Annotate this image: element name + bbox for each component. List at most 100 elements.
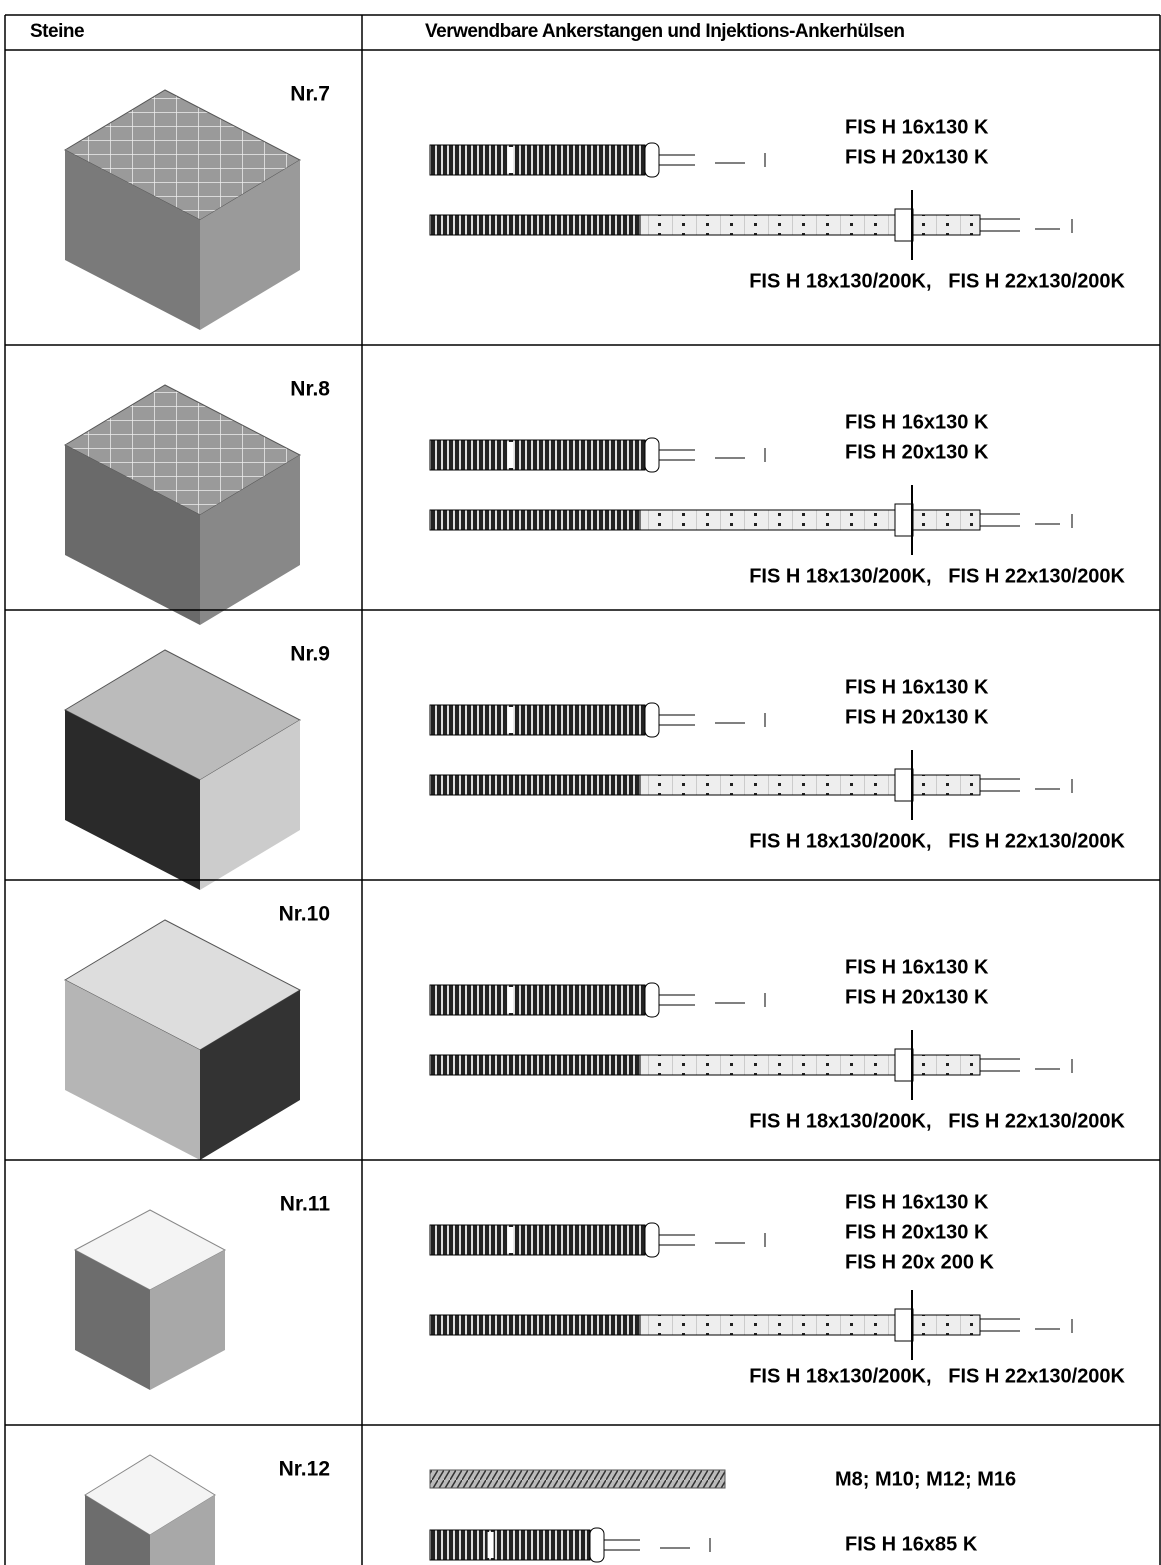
short-sleeve [429,142,766,178]
sleeve-collar [589,1527,605,1563]
sleeve-tail [659,713,766,727]
sleeve-tail [980,778,1073,793]
anchor-label: FIS H 20x130 K [845,441,989,463]
sleeve-collar [894,208,914,242]
anchor-label: FIS H 20x130 K [845,146,989,168]
sleeve-gap [507,147,514,173]
sleeve-collar [644,142,660,178]
sleeve-body [429,144,646,176]
sleeve-tail [659,1233,766,1247]
anchor-label: FIS H 20x130 K [845,1221,989,1243]
rod-label: M8; M10; M12; M16 [835,1468,1016,1490]
stone-drawing [73,1209,227,1390]
short-sleeve [429,1222,766,1258]
anchor-label: FIS H 16x130 K [845,956,989,978]
sleeve-dark [429,509,641,531]
sleeve-tail [980,218,1073,233]
brick-left [65,710,200,890]
sleeve-body [429,1224,646,1256]
sleeve-collar [644,1222,660,1258]
brick-left [65,150,200,330]
sleeve-collar [644,702,660,738]
sleeve-dark [429,1314,641,1336]
table-frame [4,14,1161,1565]
cube-left [75,1250,150,1390]
long-sleeve [429,1030,1073,1100]
sleeve-gap [507,707,514,733]
header-cell: Steine [30,21,84,42]
long-sleeve [429,1290,1073,1360]
sleeve-light [639,214,981,236]
sleeve-gap [507,1227,514,1253]
sleeve-collar [894,503,914,537]
short-sleeve [429,702,766,738]
sleeve-tail [659,993,766,1007]
stone-label: Nr.8 [290,378,330,401]
sleeve-light [639,1054,981,1076]
sleeve-light [639,774,981,796]
sleeve-collar [894,1048,914,1082]
sleeve-light [639,1314,981,1336]
sleeve-body [429,1529,591,1561]
anchor-label: FIS H 18x130/200K, FIS H 22x130/200K [749,830,1125,852]
brick-left [65,445,200,625]
sleeve-tail [659,153,766,167]
cube-left [85,1495,150,1565]
anchor-label: FIS H 16x130 K [845,1191,989,1213]
sleeve-gap [507,442,514,468]
anchor-label: FIS H 18x130/200K, FIS H 22x130/200K [749,565,1125,587]
brick-right [200,160,300,330]
stone-label: Nr.7 [290,83,330,106]
brick-left [65,980,200,1160]
stone-label: Nr.12 [279,1458,330,1481]
short-sleeve [429,1527,711,1563]
threaded-rod [429,1469,726,1489]
sleeve-body [429,704,646,736]
sleeve-tail [659,448,766,462]
sleeve-dark [429,774,641,796]
brick-right [200,990,300,1160]
stone-drawing [84,1454,216,1565]
long-sleeve [429,485,1073,555]
stone-drawing [63,649,302,890]
anchor-label: FIS H 20x 200 K [845,1251,995,1273]
short-sleeve [429,437,766,473]
brick-right [200,455,300,625]
stone-label: Nr.10 [279,903,330,926]
sleeve-gap [487,1532,494,1558]
anchor-label: FIS H 18x130/200K, FIS H 22x130/200K [749,1110,1125,1132]
sleeve-collar [644,982,660,1018]
sleeve-collar [644,437,660,473]
stone-label: Nr.9 [290,643,330,666]
short-sleeve [429,982,766,1018]
anchor-label: FIS H 20x130 K [845,986,989,1008]
anchor-label: FIS H 16x130 K [845,116,989,138]
anchor-label: FIS H 18x130/200K, FIS H 22x130/200K [749,270,1125,292]
stone-drawing [63,89,302,330]
sleeve-tail [980,1058,1073,1073]
stone-label: Nr.11 [280,1193,331,1216]
stone-drawing [63,919,302,1160]
brick-right [200,720,300,890]
anchor-label: FIS H 16x130 K [845,676,989,698]
sleeve-gap [507,987,514,1013]
cube-right [150,1495,215,1565]
sleeve-dark [429,1054,641,1076]
anchor-label: FIS H 20x130 K [845,706,989,728]
sleeve-tail [604,1538,711,1552]
sleeve-tail [980,1318,1073,1333]
sleeve-dark [429,214,641,236]
stone-drawing [63,384,302,625]
anchor-label: FIS H 16x130 K [845,411,989,433]
cube-right [150,1250,225,1390]
long-sleeve [429,750,1073,820]
anchor-label: FIS H 18x130/200K, FIS H 22x130/200K [749,1365,1125,1387]
sleeve-tail [980,513,1073,528]
sleeve-body [429,439,646,471]
header-cell: Verwendbare Ankerstangen und Injektions-… [425,21,905,42]
sleeve-collar [894,1308,914,1342]
sleeve-body [429,984,646,1016]
sleeve-collar [894,768,914,802]
anchor-label: FIS H 16x85 K [845,1533,978,1555]
